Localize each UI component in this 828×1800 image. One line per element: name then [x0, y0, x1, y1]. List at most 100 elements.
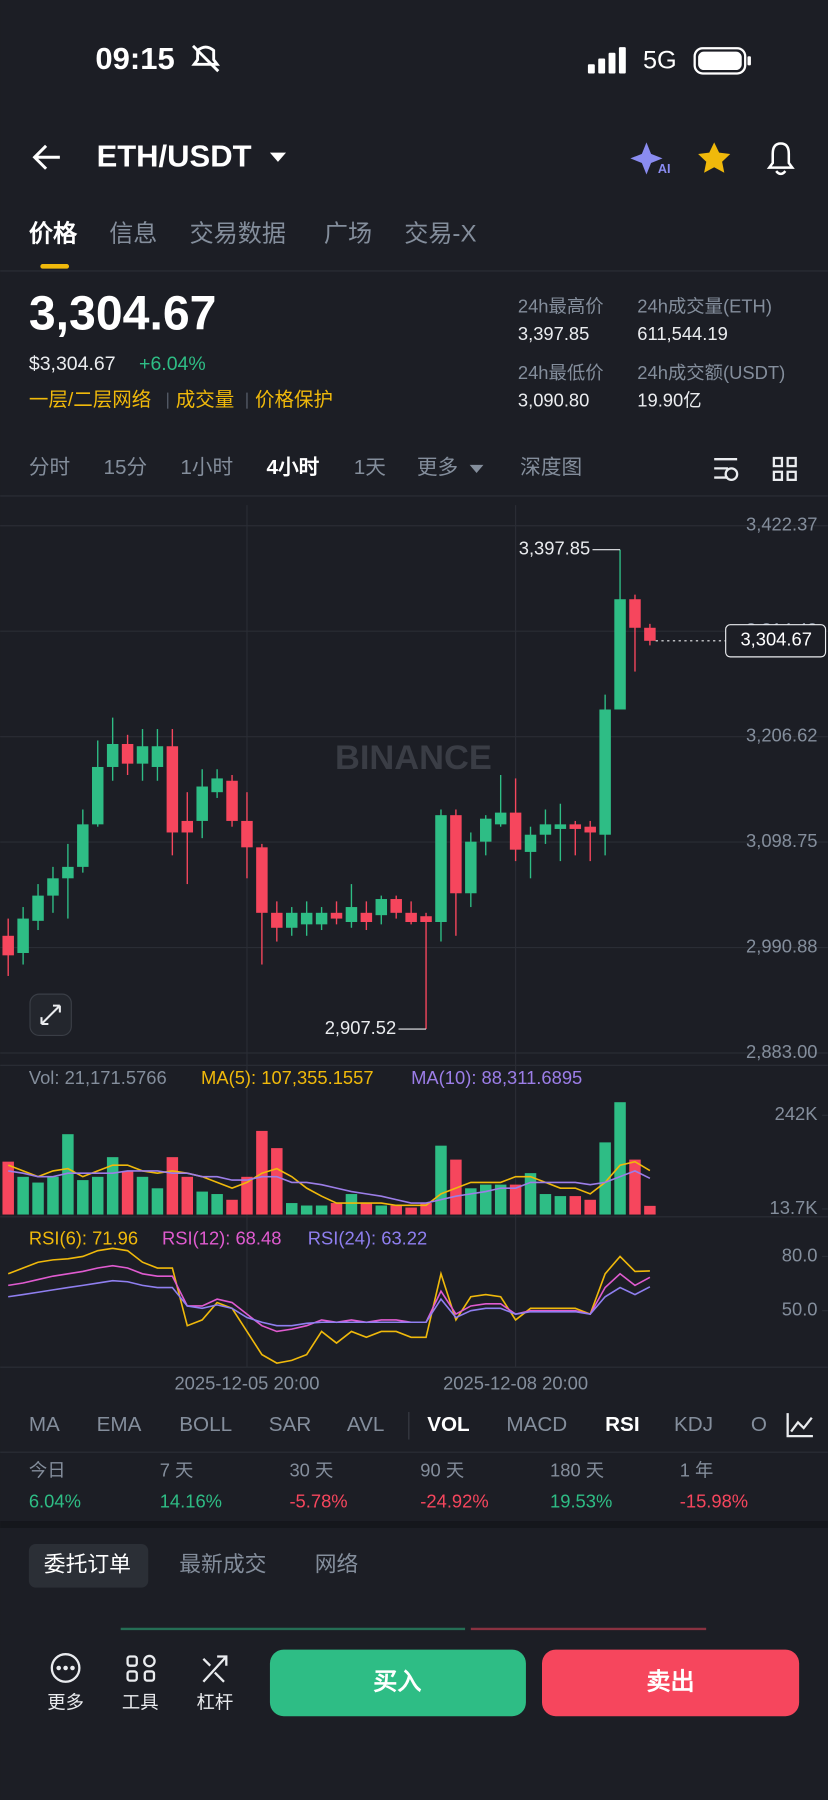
indicator-settings-icon[interactable] [786, 1413, 813, 1438]
active-order-tab [28, 1544, 149, 1588]
price-change: +6.04% [139, 353, 206, 375]
indicator-tab[interactable]: KDJ [674, 1413, 713, 1436]
more-icon[interactable] [50, 1653, 81, 1683]
y-tick-label: 3,098.75 [746, 830, 817, 851]
volume-bar [300, 1205, 313, 1215]
candle-body [330, 912, 343, 919]
indicator-tab[interactable]: VOL [427, 1413, 469, 1436]
indicator-tab[interactable]: RSI [605, 1413, 639, 1436]
volume-bar [151, 1188, 164, 1215]
tab[interactable]: 交易数据 [190, 221, 286, 248]
candle-body [480, 818, 492, 842]
candle-body [106, 744, 119, 767]
candle-body [494, 812, 507, 825]
pair-dropdown[interactable] [269, 152, 287, 162]
alert-bell[interactable] [766, 142, 795, 176]
interval[interactable]: 1小时 [180, 456, 233, 479]
tag[interactable]: 成交量 [176, 389, 235, 411]
stat-label: 24h最低价 [518, 362, 604, 383]
candle-body [345, 907, 358, 923]
candle-body [509, 812, 522, 850]
tab[interactable]: 广场 [324, 221, 372, 248]
tab[interactable]: 信息 [109, 221, 157, 248]
back-button[interactable] [32, 144, 60, 170]
stat-value: 611,544.19 [637, 323, 728, 344]
leverage-icon[interactable] [202, 1655, 228, 1683]
volume-bar [539, 1194, 552, 1215]
battery-tip [747, 56, 751, 66]
volume-bar [315, 1205, 328, 1215]
layout-icon[interactable] [772, 456, 797, 481]
candle-body [450, 815, 462, 894]
candle-body [47, 878, 59, 896]
indicator-tab[interactable]: MA [29, 1413, 60, 1436]
sell-label[interactable]: 卖出 [646, 1668, 694, 1695]
sell-button[interactable] [541, 1649, 800, 1717]
volume-bar [330, 1203, 343, 1215]
pair-title[interactable]: ETH/USDT [97, 139, 252, 174]
period-change: -15.98% [680, 1491, 748, 1512]
indicator-tab[interactable]: MACD [506, 1413, 567, 1436]
candle-body [554, 824, 567, 829]
tag[interactable]: 价格保护 [255, 389, 333, 411]
indicator-tab[interactable]: EMA [97, 1413, 142, 1436]
watermark: BINANCE [335, 739, 492, 777]
chart-settings-icon[interactable] [714, 458, 739, 481]
order-tab[interactable]: 委托订单 [44, 1552, 131, 1577]
interval[interactable]: 深度图 [520, 456, 582, 479]
action-label[interactable]: 工具 [122, 1691, 159, 1712]
action-label[interactable]: 更多 [47, 1691, 84, 1712]
indicator-tab[interactable]: BOLL [179, 1413, 232, 1436]
volume-bar [644, 1205, 656, 1215]
volume-bar [121, 1171, 134, 1215]
interval[interactable]: 更多 [417, 456, 458, 479]
candle-body [181, 820, 194, 833]
ai-icon[interactable] [630, 142, 663, 175]
legend-entry: RSI(12): 68.48 [162, 1228, 281, 1249]
ma-line [7, 1160, 651, 1207]
last-price: 3,304.67 [29, 287, 217, 341]
tab[interactable]: 价格 [29, 221, 78, 248]
candle-body [360, 912, 373, 923]
favorite-star[interactable] [698, 142, 731, 173]
rsi-line [8, 1264, 651, 1333]
indicator-tab[interactable]: O [751, 1413, 767, 1436]
tab[interactable]: 交易-X [404, 221, 476, 248]
legend-entry: Vol: 21,171.5766 [29, 1067, 167, 1088]
candle-body [375, 899, 388, 916]
interval[interactable]: 15分 [103, 456, 147, 479]
candle-body [435, 815, 447, 923]
candle-body [2, 935, 14, 956]
tools-icon[interactable] [126, 1654, 156, 1682]
candle-body [644, 627, 656, 641]
signal-bar [608, 52, 616, 74]
tag[interactable]: 一层/二层网络 [29, 389, 151, 411]
period-label: 7 天 [160, 1460, 194, 1481]
y-tick-label: 80.0 [782, 1244, 818, 1265]
rsi-line [7, 1247, 650, 1364]
period-label: 30 天 [289, 1460, 333, 1481]
y-tick-label: 242K [775, 1103, 819, 1124]
order-tab[interactable]: 最新成交 [179, 1552, 266, 1577]
volume-bar [420, 1203, 432, 1215]
volume-bar [91, 1176, 104, 1215]
buy-button[interactable] [269, 1649, 526, 1717]
candle-body [121, 744, 134, 764]
volume-bar [599, 1142, 611, 1215]
indicator-tab[interactable]: SAR [269, 1413, 311, 1436]
candle-body [226, 780, 238, 821]
interval[interactable]: 分时 [29, 456, 70, 479]
indicator-tab[interactable]: AVL [347, 1413, 385, 1436]
volume-bar [17, 1176, 29, 1215]
interval[interactable]: 4小时 [266, 456, 319, 479]
last-price-box [725, 624, 827, 658]
action-label[interactable]: 杠杆 [196, 1691, 233, 1712]
candle-body [77, 824, 89, 867]
interval[interactable]: 1天 [354, 456, 386, 479]
volume-bar [136, 1176, 149, 1215]
order-tab[interactable]: 网络 [315, 1552, 359, 1577]
buy-label[interactable]: 买入 [373, 1668, 421, 1695]
volume-bar [286, 1203, 298, 1215]
stat-label: 24h成交额(USDT) [637, 362, 785, 383]
